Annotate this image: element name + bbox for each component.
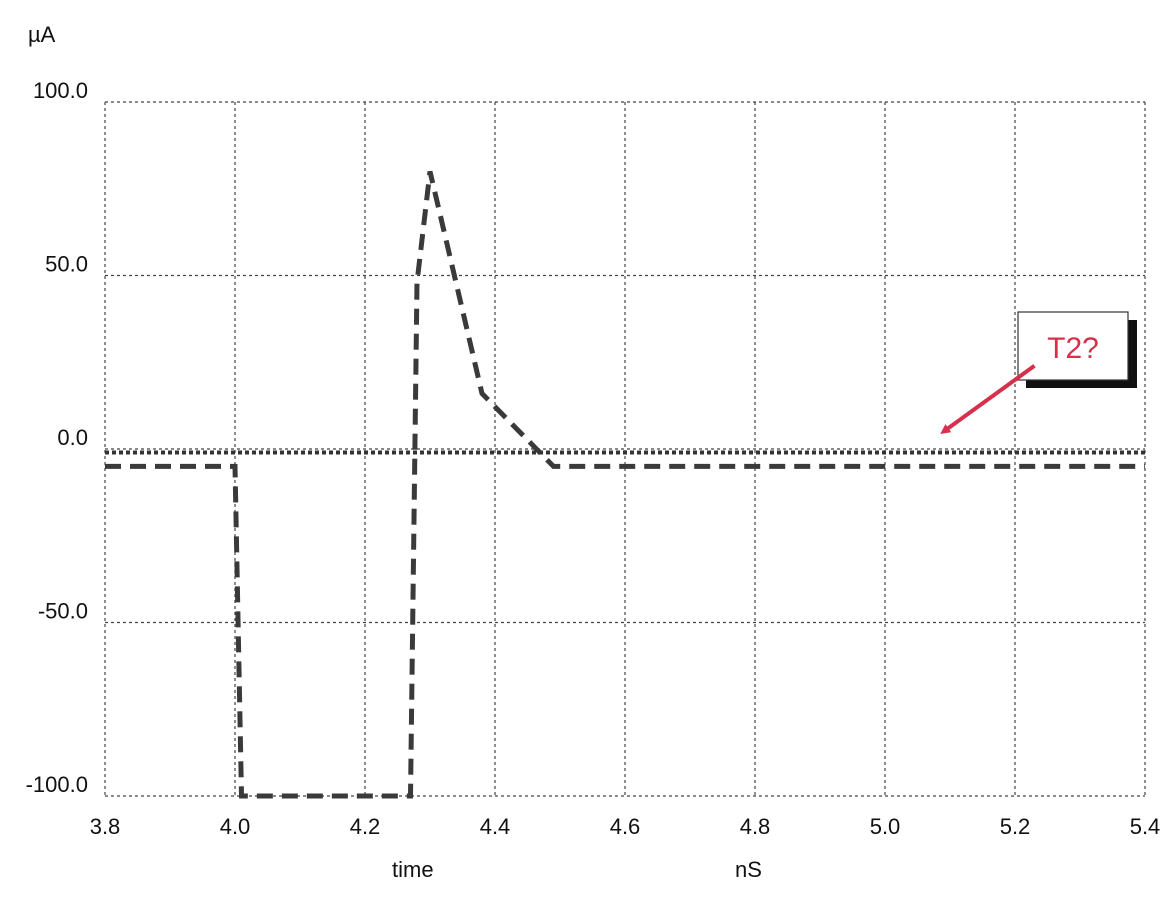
x-axis-label: time	[392, 857, 434, 882]
y-tick-label: 0.0	[57, 425, 88, 450]
x-tick-label: 4.8	[740, 814, 771, 839]
x-tick-labels: 3.8 4.0 4.2 4.4 4.6 4.8 5.0 5.2 5.4	[90, 814, 1161, 839]
series-group	[105, 170, 1145, 799]
series-line-1	[105, 170, 1145, 799]
y-tick-label: 100.0	[33, 78, 88, 103]
y-tick-label: 50.0	[45, 252, 88, 277]
y-tick-label: -100.0	[26, 772, 88, 797]
annotation-callout: T2?	[940, 311, 1137, 434]
x-tick-label: 3.8	[90, 814, 121, 839]
grid	[104, 101, 1146, 797]
callout-box	[1017, 311, 1129, 381]
y-unit-label: µA	[28, 22, 56, 47]
x-tick-label: 4.2	[350, 814, 381, 839]
callout-arrow	[940, 364, 1036, 434]
y-tick-label: -50.0	[38, 599, 88, 624]
x-tick-label: 5.4	[1130, 814, 1161, 839]
x-unit-label: nS	[735, 857, 762, 882]
x-tick-label: 5.0	[870, 814, 901, 839]
x-tick-label: 4.4	[480, 814, 511, 839]
y-tick-labels: 100.0 50.0 0.0 -50.0 -100.0	[26, 78, 88, 797]
x-tick-label: 5.2	[1000, 814, 1031, 839]
callout-text: T2?	[1047, 332, 1099, 365]
x-tick-label: 4.6	[610, 814, 641, 839]
x-tick-label: 4.0	[220, 814, 251, 839]
